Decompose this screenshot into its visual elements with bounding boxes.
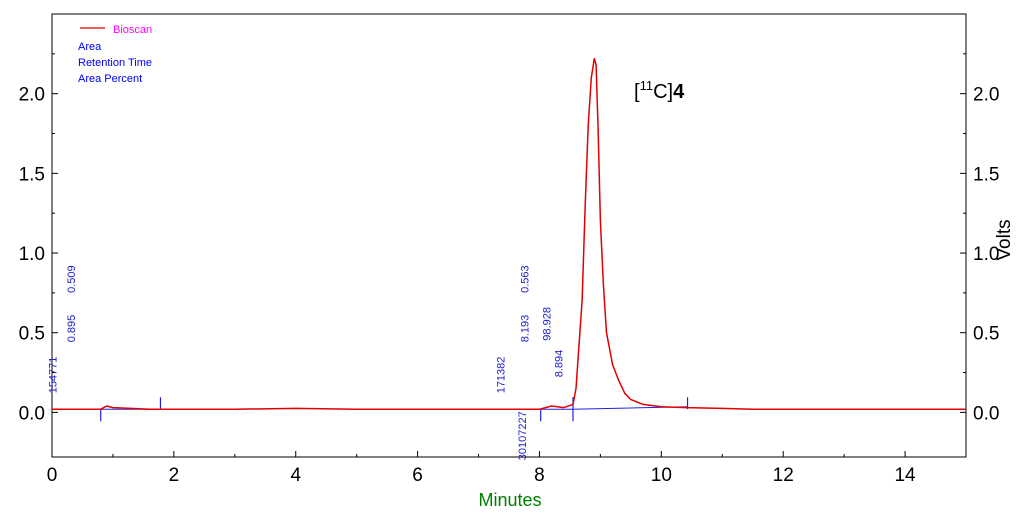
peak-annotation-label: 171382 — [496, 357, 508, 394]
y-axis-right-ticks: 0.0 0.5 1.0 1.5 2.0 — [960, 53, 999, 424]
peak-annotation-label: 8.193 — [520, 315, 532, 343]
x-axis-label: Minutes — [478, 490, 541, 510]
peak-label-superscript: 11 — [640, 78, 654, 93]
y-tick-label-right: 0.0 — [973, 403, 999, 424]
y-tick-label-right: 2.0 — [973, 85, 999, 106]
peak-annotation-label: 0.563 — [520, 265, 532, 293]
peak-annotation-label: 30107227 — [517, 411, 529, 460]
legend-entry-retention-time: Retention Time — [78, 57, 152, 69]
peak-annotation-label: 98.928 — [541, 307, 553, 341]
series-lines — [52, 57, 966, 410]
x-tick-label: 4 — [290, 465, 301, 486]
y-tick-label-right: 0.5 — [973, 324, 999, 345]
y-tick-label-left: 0.5 — [19, 324, 45, 345]
x-tick-label: 0 — [47, 465, 58, 486]
peak-annotations: 154771 0.895 0.509 171382 30107227 8.193 0.563… — [47, 265, 565, 460]
legend-entry-bioscan: Bioscan — [113, 24, 152, 36]
y-tick-label-left: 0.0 — [19, 403, 45, 424]
y-tick-label-left: 2.0 — [19, 85, 45, 106]
x-tick-label: 8 — [534, 465, 545, 486]
legend: Bioscan Area Retention Time Area Percent — [78, 24, 152, 85]
peak-annotation-label: 0.895 — [66, 315, 78, 343]
peak-label: [11C]4 — [634, 78, 685, 103]
x-tick-label: 6 — [412, 465, 423, 486]
legend-entry-area-percent: Area Percent — [78, 73, 142, 85]
peak-label-element: C] — [653, 81, 673, 103]
x-tick-label: 10 — [651, 465, 672, 486]
peak-annotation-label: 8.894 — [554, 350, 566, 378]
legend-entry-area: Area — [78, 41, 102, 53]
series-line-bioscan — [52, 57, 966, 410]
y-tick-label-left: 1.5 — [19, 164, 45, 185]
y-tick-label-right: 1.0 — [973, 244, 999, 265]
y-tick-label-left: 1.0 — [19, 244, 45, 265]
peak-label-prefix: [ — [634, 81, 640, 103]
y-axis-label: Volts — [994, 219, 1015, 260]
peak-annotation-label: 154771 — [47, 357, 59, 394]
x-tick-label: 12 — [773, 465, 794, 486]
x-tick-label: 14 — [894, 465, 916, 486]
peak-label-compound: 4 — [673, 81, 685, 103]
y-axis-left-ticks: 0.0 0.5 1.0 1.5 2.0 — [19, 53, 58, 424]
x-axis-ticks: 0 2 4 6 8 10 12 14 — [47, 451, 916, 486]
y-tick-label-right: 1.5 — [973, 164, 999, 185]
plot-frame — [51, 13, 967, 458]
peak-annotation-label: 0.509 — [66, 265, 78, 293]
x-tick-label: 2 — [169, 465, 180, 486]
